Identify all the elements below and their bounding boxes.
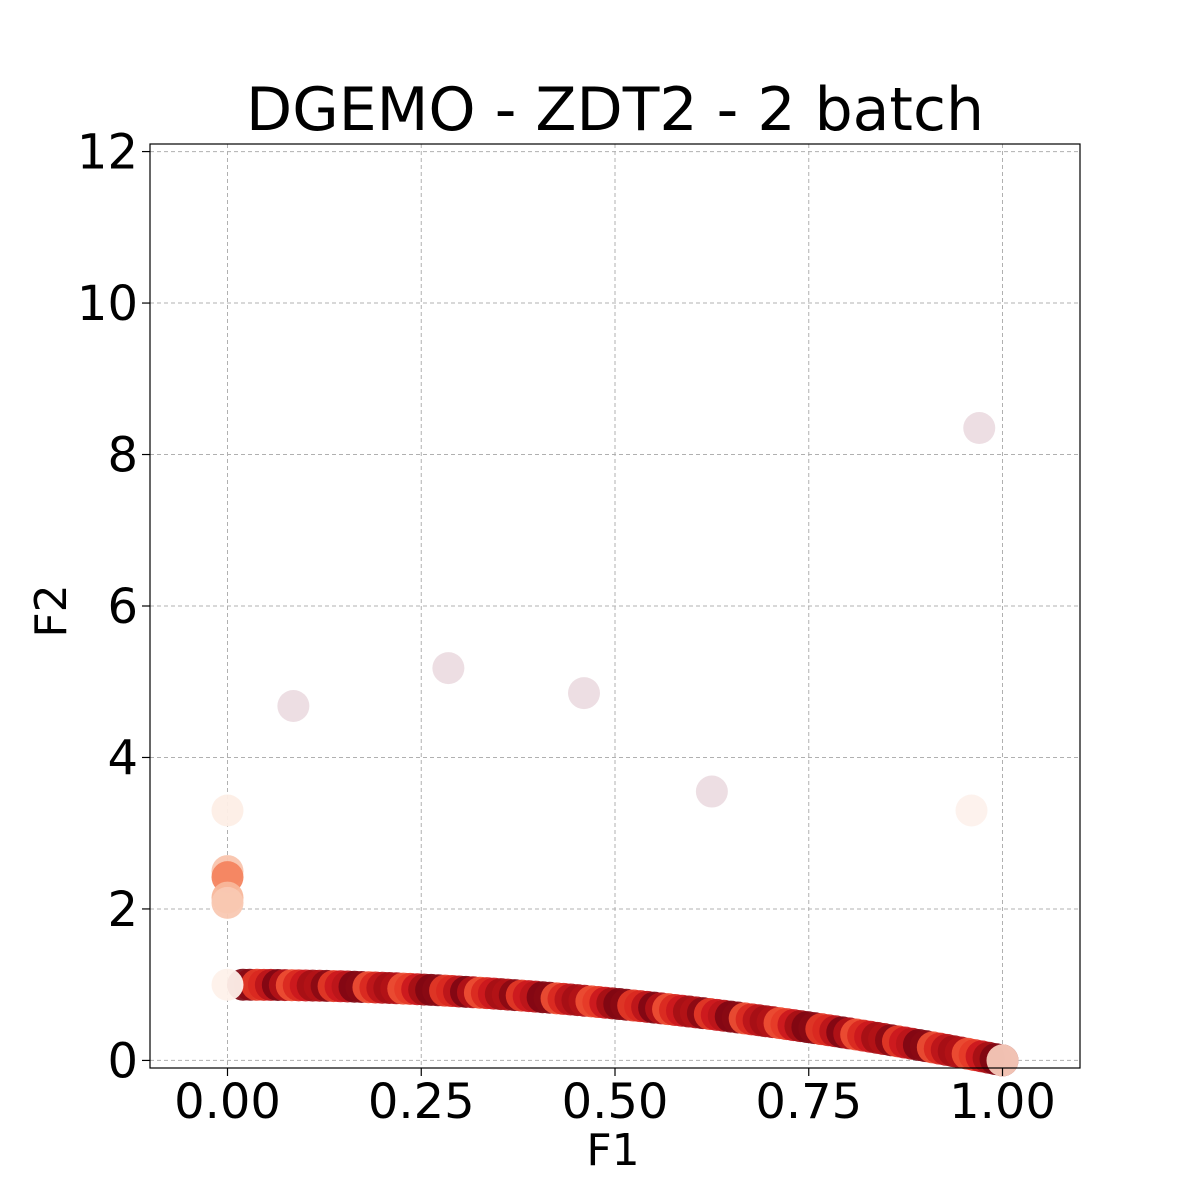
x-tick-label: 0.75 [755,1074,862,1130]
y-tick-label: 10 [77,276,138,332]
y-tick-label: 12 [77,125,138,181]
data-points [211,412,1019,1077]
y-tick-label: 8 [107,428,138,484]
grid-lines [150,144,1080,1068]
y-tick-label: 6 [107,579,138,635]
x-tick-label: 0.50 [562,1074,669,1130]
y-tick-label: 0 [107,1033,138,1089]
scatter-point [568,677,600,710]
scatter-point [432,652,465,685]
y-tick-label: 4 [107,730,138,786]
scatter-point [277,689,310,722]
scatter-point [963,412,996,445]
y-tick-label: 2 [107,882,138,938]
x-axis-ticks: 0.00 0.25 0.50 0.75 1.00 [174,1068,1056,1130]
x-tick-label: 0.25 [368,1074,475,1130]
x-axis-label: F1 [586,1125,639,1176]
chart-title: DGEMO - ZDT2 - 2 batch [246,75,984,145]
scatter-point [955,794,988,827]
x-tick-label: 1.00 [949,1074,1056,1130]
scatter-point [211,794,244,827]
scatter-point [211,886,244,919]
scatter-point [211,968,244,1001]
y-axis-label: F2 [26,584,77,637]
x-tick-label: 0.00 [174,1074,281,1130]
scatter-point [695,775,728,808]
y-axis-ticks: 0 2 4 6 8 10 12 [77,125,150,1089]
